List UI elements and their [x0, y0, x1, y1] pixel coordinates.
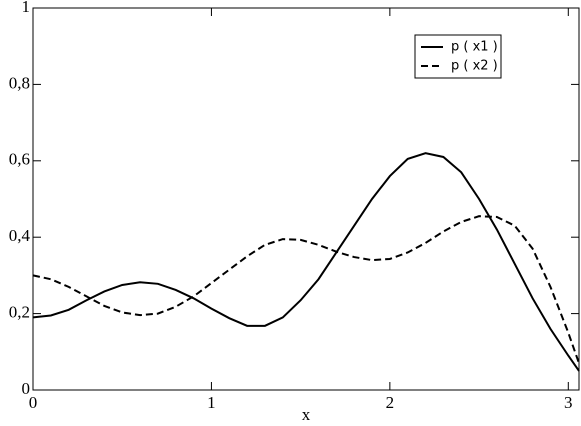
series-line	[32, 215, 580, 364]
x-axis-label: x	[302, 405, 311, 424]
y-tick-label: 0,2	[9, 303, 30, 322]
x-tick-label: 1	[207, 393, 216, 412]
x-tick-label: 2	[386, 393, 395, 412]
y-tick-label: 1	[22, 0, 31, 16]
plot-frame	[32, 7, 580, 391]
legend-box	[414, 34, 502, 79]
x-tick-label: 3	[564, 393, 573, 412]
series-line	[32, 152, 580, 372]
y-tick-label: 0,8	[9, 73, 30, 92]
y-tick-label: 0	[22, 379, 31, 398]
legend-label: p ( x2 )	[451, 59, 498, 74]
legend-label: p ( x1 )	[451, 40, 498, 55]
y-tick-label: 0,4	[9, 226, 31, 245]
y-tick-label: 0,6	[9, 150, 30, 169]
x-tick-label: 0	[29, 393, 38, 412]
